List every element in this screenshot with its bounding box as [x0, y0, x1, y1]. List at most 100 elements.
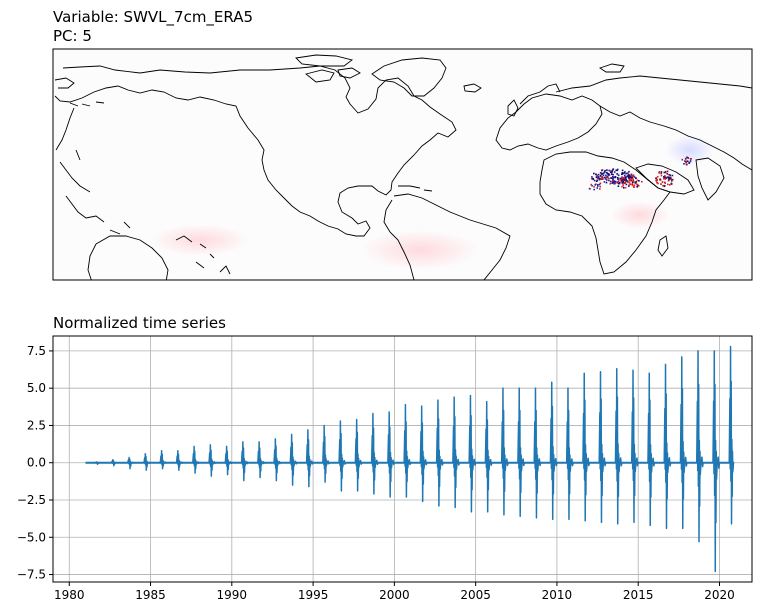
anomaly-pixel — [609, 180, 612, 183]
anomaly-pixel — [629, 183, 632, 185]
anomaly-pixel — [601, 176, 603, 179]
anomaly-pixel — [616, 182, 619, 184]
anomaly-pixel — [606, 179, 608, 181]
anomaly-pixel — [612, 178, 614, 181]
anomaly-pixel — [621, 173, 623, 176]
anomaly-pixel — [617, 182, 620, 185]
anomaly-pixel — [632, 175, 634, 178]
anomaly-pixel — [631, 176, 633, 178]
anomaly-pixel — [660, 172, 662, 175]
anomaly-pixel — [636, 179, 639, 181]
anomaly-pixel — [599, 175, 602, 177]
anomaly-pixel — [670, 179, 673, 181]
anomaly-pixel — [601, 178, 604, 180]
anomaly-pixel — [633, 186, 635, 188]
anomaly-pixel — [687, 157, 689, 159]
anomaly-pixel — [622, 176, 624, 179]
anomaly-pixel — [597, 176, 599, 178]
anomaly-pixel — [602, 174, 605, 176]
anomaly-pixel — [617, 178, 619, 180]
anomaly-pixel — [638, 180, 640, 182]
anomaly-pixel — [641, 180, 643, 183]
anomaly-pixel — [621, 169, 624, 172]
anomaly-pixel — [666, 176, 669, 178]
anomaly-pixel — [605, 171, 608, 174]
anomaly-pixel — [632, 184, 635, 187]
anomaly-pixel — [660, 171, 663, 173]
map-title-pc: PC: 5 — [53, 27, 92, 45]
anomaly-pixel — [669, 178, 672, 180]
anomaly-pixel — [621, 182, 624, 184]
anomaly-pixel — [599, 185, 601, 188]
anomaly-pixel — [661, 181, 664, 183]
plot-frame — [52, 335, 753, 583]
anomaly-pixel — [658, 172, 660, 174]
anomaly-pixel — [662, 184, 664, 187]
anomaly-pixel — [668, 173, 670, 176]
anomaly-pixel — [608, 177, 610, 180]
anomaly-pixel — [684, 160, 686, 162]
anomaly-pixel — [624, 174, 626, 177]
anomaly-pixel — [624, 171, 626, 173]
anomaly-pixel — [631, 174, 633, 177]
anomaly-pixel — [666, 173, 669, 175]
anomaly-pixel — [623, 172, 625, 174]
anomaly-pixel — [610, 177, 612, 179]
anomaly-pixel — [621, 179, 624, 181]
anomaly-pixel — [628, 176, 630, 178]
x-tick-label: 1995 — [298, 588, 329, 602]
anomaly-pixel — [610, 171, 612, 174]
saharan-anomaly-hotspots — [588, 156, 692, 191]
anomaly-pixel — [608, 179, 610, 182]
anomaly-pixel — [671, 174, 674, 177]
anomaly-pixel — [605, 181, 608, 184]
anomaly-pixel — [609, 182, 612, 185]
anomaly-pixel — [628, 185, 630, 187]
anomaly-pixel — [599, 172, 602, 174]
anomaly-pixel — [635, 177, 637, 180]
x-tick-label: 2015 — [623, 588, 654, 602]
anomaly-pixel — [625, 172, 627, 175]
anomaly-pixel — [628, 170, 630, 173]
anomaly-pixel — [617, 180, 619, 183]
anomaly-pixel — [658, 171, 661, 173]
anomaly-pixel — [614, 176, 617, 178]
anomaly-pixel — [683, 163, 685, 165]
anomaly-pixel — [669, 184, 671, 186]
anomaly-pixel — [671, 180, 673, 182]
x-tick-label: 2020 — [704, 588, 735, 602]
anomaly-pixel — [624, 186, 627, 189]
anomaly-pixel — [611, 182, 613, 184]
x-tick-label: 2005 — [460, 588, 491, 602]
anomaly-pixel — [606, 169, 608, 171]
anomaly-pixel — [621, 180, 623, 183]
anomaly-pixel — [630, 177, 633, 179]
anomaly-pixel — [664, 178, 667, 180]
anomaly-pixel — [684, 158, 687, 160]
anomaly-pixel — [609, 169, 611, 172]
anomaly-pixel — [612, 173, 614, 176]
anomaly-pixel — [623, 187, 625, 189]
anomaly-pixel — [659, 179, 662, 181]
anomaly-pixel — [604, 176, 606, 179]
anomaly-pixel — [687, 160, 689, 163]
anomaly-pixel — [611, 173, 613, 176]
y-tick-label: −5.0 — [17, 530, 46, 544]
anomaly-pixel — [630, 173, 633, 176]
anomaly-pixel — [595, 176, 598, 178]
anomaly-pixel — [663, 176, 666, 179]
y-tick-label: 7.5 — [27, 344, 46, 358]
y-tick-label: 0.0 — [27, 456, 46, 470]
anomaly-pixel — [622, 185, 625, 187]
anomaly-pixel — [667, 183, 669, 186]
anomaly-pixel — [597, 185, 599, 187]
anomaly-pixel — [598, 183, 601, 186]
anomaly-pixel — [689, 160, 692, 162]
anomaly-pixel — [611, 170, 613, 172]
anomaly-pixel — [612, 179, 614, 182]
anomaly-pixel — [669, 177, 671, 179]
anomaly-pixel — [615, 169, 617, 172]
anomaly-pixel — [633, 176, 636, 178]
anomaly-pixel — [614, 182, 616, 184]
anomaly-pixel — [603, 171, 606, 173]
